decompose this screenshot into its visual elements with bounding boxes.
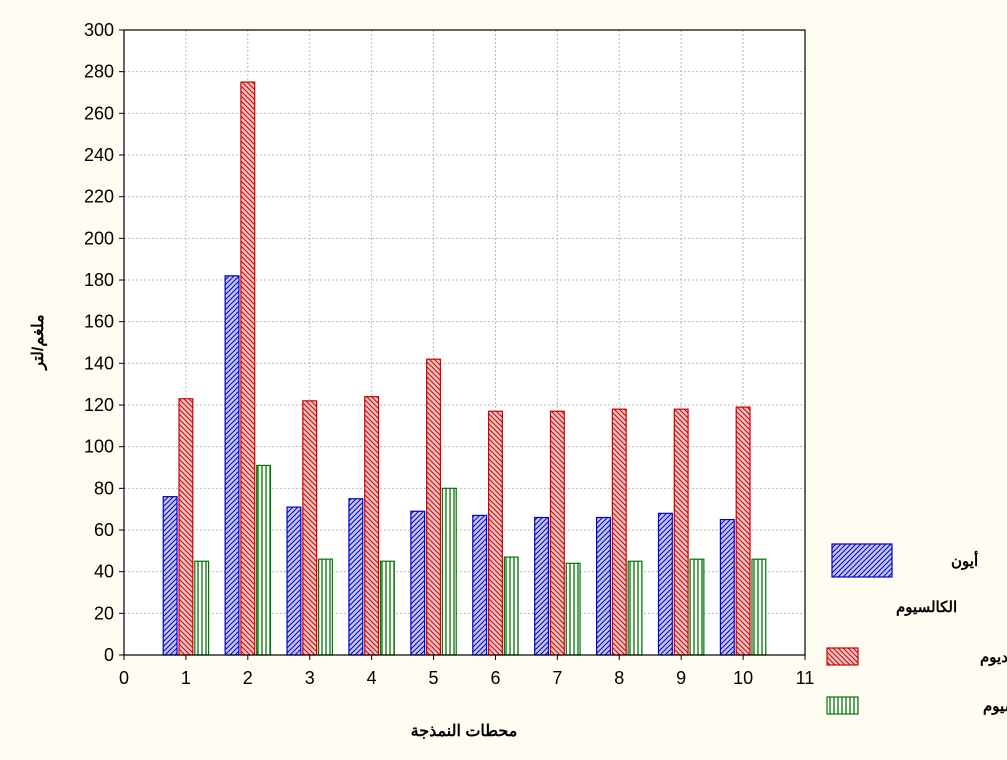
- x-tick-label: 2: [243, 668, 253, 688]
- y-tick-label: 260: [84, 103, 114, 123]
- bar: [611, 408, 627, 656]
- legend-label-calcium-line2: الكالسيوم: [896, 599, 957, 616]
- legend: أيون الكالسيوم أيون الصوديوم أيون البوتا…: [826, 543, 1007, 715]
- bar: [162, 496, 178, 656]
- bar: [472, 514, 488, 656]
- x-tick-label: 9: [676, 668, 686, 688]
- y-tick-label: 200: [84, 228, 114, 248]
- bar: [240, 81, 256, 656]
- legend-label-sodium: أيون الصوديوم: [980, 646, 1007, 666]
- x-tick-label: 10: [733, 668, 753, 688]
- plot-frame: [123, 29, 806, 656]
- y-tick-label: 60: [94, 520, 114, 540]
- bar: [534, 516, 550, 656]
- bar: [256, 464, 272, 656]
- y-tick-label: 240: [84, 145, 114, 165]
- y-tick-label: 300: [84, 20, 114, 40]
- y-axis-ticks: 0 20 40 60 80 100 120 140 160 180 200 220 240 260 280 3…: [84, 20, 124, 665]
- y-tick-label: 140: [84, 353, 114, 373]
- bar: [302, 400, 318, 656]
- bar: [194, 560, 210, 656]
- x-tick-label: 8: [614, 668, 624, 688]
- bar: [379, 560, 395, 656]
- bar: [627, 560, 643, 656]
- bar: [348, 498, 364, 656]
- y-tick-label: 280: [84, 62, 114, 82]
- y-tick-label: 220: [84, 187, 114, 207]
- bar: [441, 487, 457, 656]
- legend-swatch-calcium: [831, 543, 893, 578]
- bar: [286, 506, 302, 656]
- y-tick-label: 120: [84, 395, 114, 415]
- y-tick-label: 180: [84, 270, 114, 290]
- y-tick-label: 40: [94, 562, 114, 582]
- bar: [224, 275, 240, 656]
- x-tick-label: 4: [367, 668, 377, 688]
- x-tick-label: 6: [490, 668, 500, 688]
- y-tick-label: 160: [84, 312, 114, 332]
- x-tick-label: 0: [119, 668, 129, 688]
- bar: [719, 518, 735, 656]
- x-tick-label: 5: [429, 668, 439, 688]
- y-tick-label: 20: [94, 603, 114, 623]
- bar: [673, 408, 689, 656]
- bar: [549, 410, 565, 656]
- bar: [751, 558, 767, 656]
- bar: [595, 516, 611, 656]
- bar: [487, 410, 503, 656]
- legend-label-calcium-line1: أيون: [951, 550, 978, 570]
- bar: [178, 398, 194, 656]
- y-axis-title: ملغم/لتر: [30, 314, 48, 370]
- legend-swatch-potassium: [826, 696, 859, 715]
- legend-swatch-sodium: [826, 647, 859, 666]
- bar: [503, 556, 519, 656]
- y-tick-label: 80: [94, 478, 114, 498]
- y-tick-label: 100: [84, 437, 114, 457]
- x-tick-label: 7: [552, 668, 562, 688]
- x-axis-ticks: 0 1 2 3 4 5 6 7 8 9 10 11: [119, 655, 814, 688]
- bar: [410, 510, 426, 656]
- bar: [689, 558, 705, 656]
- bar: [657, 512, 673, 656]
- bar: [364, 396, 380, 656]
- legend-label-potassium: أيون البوتاسيوم: [983, 695, 1007, 715]
- bar: [735, 406, 751, 656]
- x-axis-title: محطات النمذجة: [411, 723, 518, 740]
- x-tick-label: 1: [181, 668, 191, 688]
- x-tick-label: 3: [305, 668, 315, 688]
- bar: [318, 558, 334, 656]
- y-tick-label: 0: [104, 645, 114, 665]
- x-tick-label: 11: [796, 668, 815, 688]
- bars: [162, 81, 767, 656]
- bar: [565, 562, 581, 656]
- bar: [426, 358, 442, 656]
